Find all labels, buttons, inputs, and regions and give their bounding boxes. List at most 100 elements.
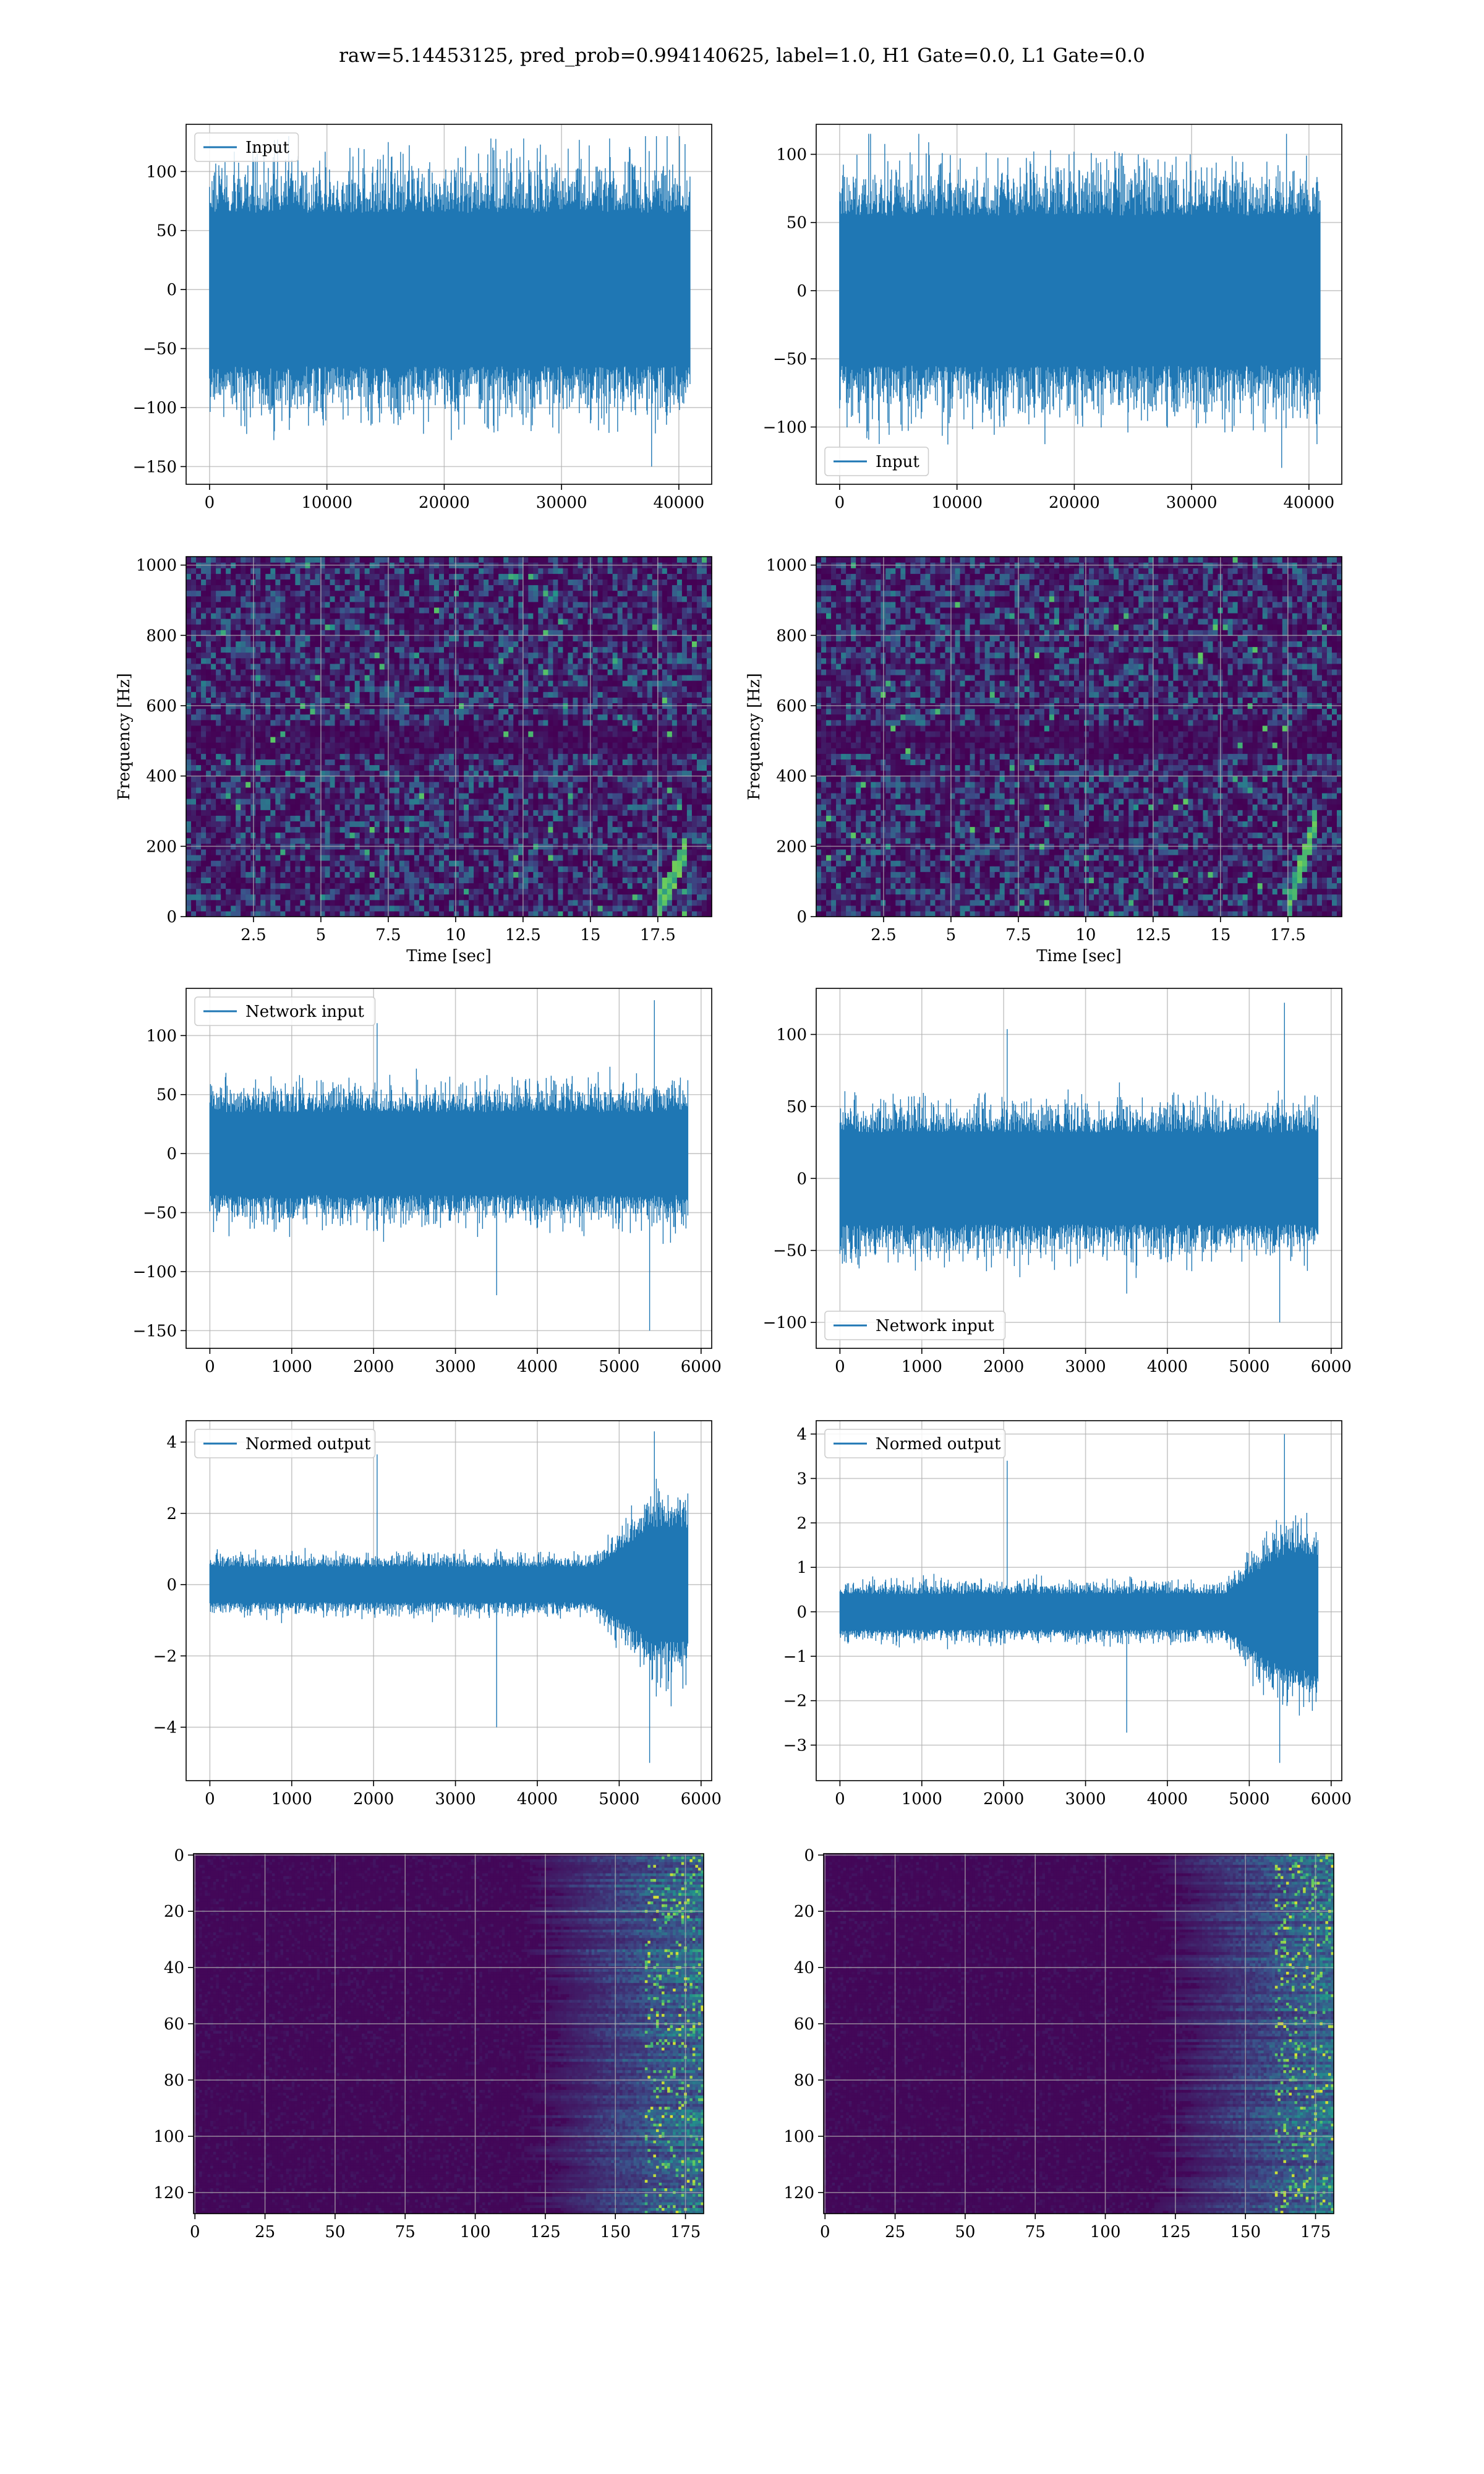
y-tick-label-1: 20 bbox=[164, 1903, 184, 1921]
x-tick-label-4: 4000 bbox=[1147, 1358, 1188, 1376]
y-tick-label-2: 0 bbox=[796, 1170, 807, 1188]
x-tick-label-1: 1000 bbox=[271, 1358, 312, 1376]
y-tick-label-0: 0 bbox=[166, 908, 177, 927]
x-tick-label-0: 2.5 bbox=[871, 926, 896, 944]
y-tick-label-1: −100 bbox=[133, 399, 177, 417]
x-tick-label-5: 125 bbox=[530, 2223, 561, 2241]
y-tick-label-1: −2 bbox=[153, 1647, 177, 1666]
x-tick-label-6: 150 bbox=[600, 2223, 631, 2241]
y-tick-label-4: 800 bbox=[146, 627, 177, 645]
x-tick-label-1: 25 bbox=[885, 2223, 905, 2241]
y-tick-label-3: 60 bbox=[164, 2015, 184, 2034]
x-tick-label-1: 25 bbox=[255, 2223, 275, 2241]
x-tick-label-1: 5 bbox=[316, 926, 326, 944]
x-tick-label-2: 20000 bbox=[1049, 494, 1100, 512]
x-tick-label-3: 10 bbox=[445, 926, 466, 944]
y-tick-label-3: 0 bbox=[166, 281, 177, 299]
legend-label: Input bbox=[876, 453, 919, 471]
y-tick-label-3: 2 bbox=[166, 1505, 177, 1523]
y-tick-label-0: −100 bbox=[763, 418, 807, 437]
x-tick-label-5: 5000 bbox=[1229, 1790, 1269, 1808]
y-tick-label-4: 100 bbox=[776, 146, 807, 165]
y-tick-label-2: 40 bbox=[164, 1959, 184, 1977]
x-tick-label-3: 3000 bbox=[435, 1358, 476, 1376]
x-tick-label-2: 2000 bbox=[353, 1358, 394, 1376]
x-tick-label-2: 7.5 bbox=[1005, 926, 1031, 944]
x-tick-label-5: 15 bbox=[580, 926, 600, 944]
y-tick-label-5: 100 bbox=[153, 2128, 184, 2146]
x-axis-label: Time [sec] bbox=[1036, 947, 1122, 965]
y-tick-label-3: 600 bbox=[776, 697, 807, 716]
y-tick-label-1: −2 bbox=[783, 1692, 807, 1711]
chart-spectrogram-left: 2.5 5 7.5 10 12.5 15 17.502004006008001000Time… bbox=[115, 557, 712, 965]
x-tick-label-0: 0 bbox=[205, 494, 215, 512]
y-tick-label-4: 50 bbox=[156, 222, 177, 241]
x-tick-label-0: 0 bbox=[835, 494, 845, 512]
y-tick-label-0: −4 bbox=[153, 1719, 177, 1737]
y-axis-label: Frequency [Hz] bbox=[115, 673, 134, 800]
x-tick-label-0: 0 bbox=[835, 1790, 845, 1808]
x-tick-label-2: 2000 bbox=[353, 1790, 394, 1808]
x-tick-label-2: 50 bbox=[955, 2223, 975, 2241]
x-tick-label-0: 0 bbox=[820, 2223, 830, 2241]
y-tick-label-4: 100 bbox=[776, 1025, 807, 1044]
x-tick-label-7: 175 bbox=[1300, 2223, 1331, 2241]
x-axis-label: Time [sec] bbox=[406, 947, 492, 965]
y-tick-label-0: −3 bbox=[783, 1737, 807, 1755]
x-tick-label-4: 40000 bbox=[1284, 494, 1335, 512]
x-tick-label-7: 175 bbox=[670, 2223, 701, 2241]
x-tick-label-4: 40000 bbox=[654, 494, 705, 512]
x-tick-label-2: 2000 bbox=[983, 1790, 1024, 1808]
chart-network-input-right: 0 1000 2000 3000 4000 5000 6000−100−50050100Ne… bbox=[763, 988, 1352, 1376]
y-tick-label-0: 0 bbox=[174, 1846, 184, 1865]
y-tick-label-3: 600 bbox=[146, 697, 177, 716]
y-tick-label-5: 1000 bbox=[136, 557, 177, 575]
chart-spectrogram-right: 2.5 5 7.5 10 12.5 15 17.502004006008001000Time… bbox=[745, 557, 1342, 965]
y-tick-label-1: −100 bbox=[133, 1263, 177, 1282]
x-tick-label-2: 50 bbox=[325, 2223, 345, 2241]
x-tick-label-3: 10 bbox=[1075, 926, 1096, 944]
y-tick-label-0: 0 bbox=[796, 908, 807, 927]
y-tick-label-2: −50 bbox=[143, 1204, 177, 1223]
x-tick-label-2: 2000 bbox=[983, 1358, 1024, 1376]
x-tick-label-4: 12.5 bbox=[1135, 926, 1171, 944]
heatmap-cells bbox=[824, 1854, 1334, 2214]
x-tick-label-0: 0 bbox=[205, 1358, 215, 1376]
x-tick-label-0: 2.5 bbox=[241, 926, 266, 944]
y-axis-label: Frequency [Hz] bbox=[745, 673, 764, 800]
x-tick-label-2: 20000 bbox=[419, 494, 470, 512]
x-tick-label-4: 4000 bbox=[517, 1358, 558, 1376]
y-tick-label-2: 0 bbox=[796, 282, 807, 301]
x-tick-label-5: 5000 bbox=[599, 1358, 639, 1376]
y-tick-label-3: 60 bbox=[794, 2015, 814, 2034]
x-tick-label-5: 5000 bbox=[599, 1790, 639, 1808]
x-tick-label-6: 17.5 bbox=[1270, 926, 1306, 944]
chart-input-left: 0 10000 20000 30000 40000−150−100−50050100In… bbox=[133, 124, 712, 512]
x-tick-label-4: 4000 bbox=[517, 1790, 558, 1808]
x-tick-label-4: 100 bbox=[1090, 2223, 1121, 2241]
x-tick-label-0: 0 bbox=[205, 1790, 215, 1808]
y-tick-label-0: −150 bbox=[133, 1322, 177, 1340]
y-tick-label-3: 0 bbox=[796, 1603, 807, 1622]
y-tick-label-6: 120 bbox=[153, 2184, 184, 2202]
legend-label: Network input bbox=[876, 1317, 994, 1335]
x-tick-label-4: 4000 bbox=[1147, 1790, 1188, 1808]
x-tick-label-3: 3000 bbox=[435, 1790, 476, 1808]
legend-label: Normed output bbox=[245, 1435, 371, 1453]
y-tick-label-1: −50 bbox=[773, 1242, 807, 1261]
y-tick-label-7: 4 bbox=[796, 1426, 807, 1444]
y-tick-label-5: 100 bbox=[146, 163, 177, 181]
y-tick-label-2: 0 bbox=[166, 1576, 177, 1594]
y-tick-label-5: 100 bbox=[146, 1027, 177, 1045]
x-tick-label-6: 17.5 bbox=[640, 926, 676, 944]
y-tick-label-2: 400 bbox=[146, 768, 177, 786]
y-tick-label-1: 200 bbox=[146, 837, 177, 856]
legend-label: Input bbox=[245, 139, 289, 157]
x-tick-label-6: 150 bbox=[1230, 2223, 1261, 2241]
x-tick-label-1: 10000 bbox=[931, 494, 983, 512]
y-tick-label-2: 400 bbox=[776, 768, 807, 786]
y-tick-label-2: −50 bbox=[143, 340, 177, 359]
